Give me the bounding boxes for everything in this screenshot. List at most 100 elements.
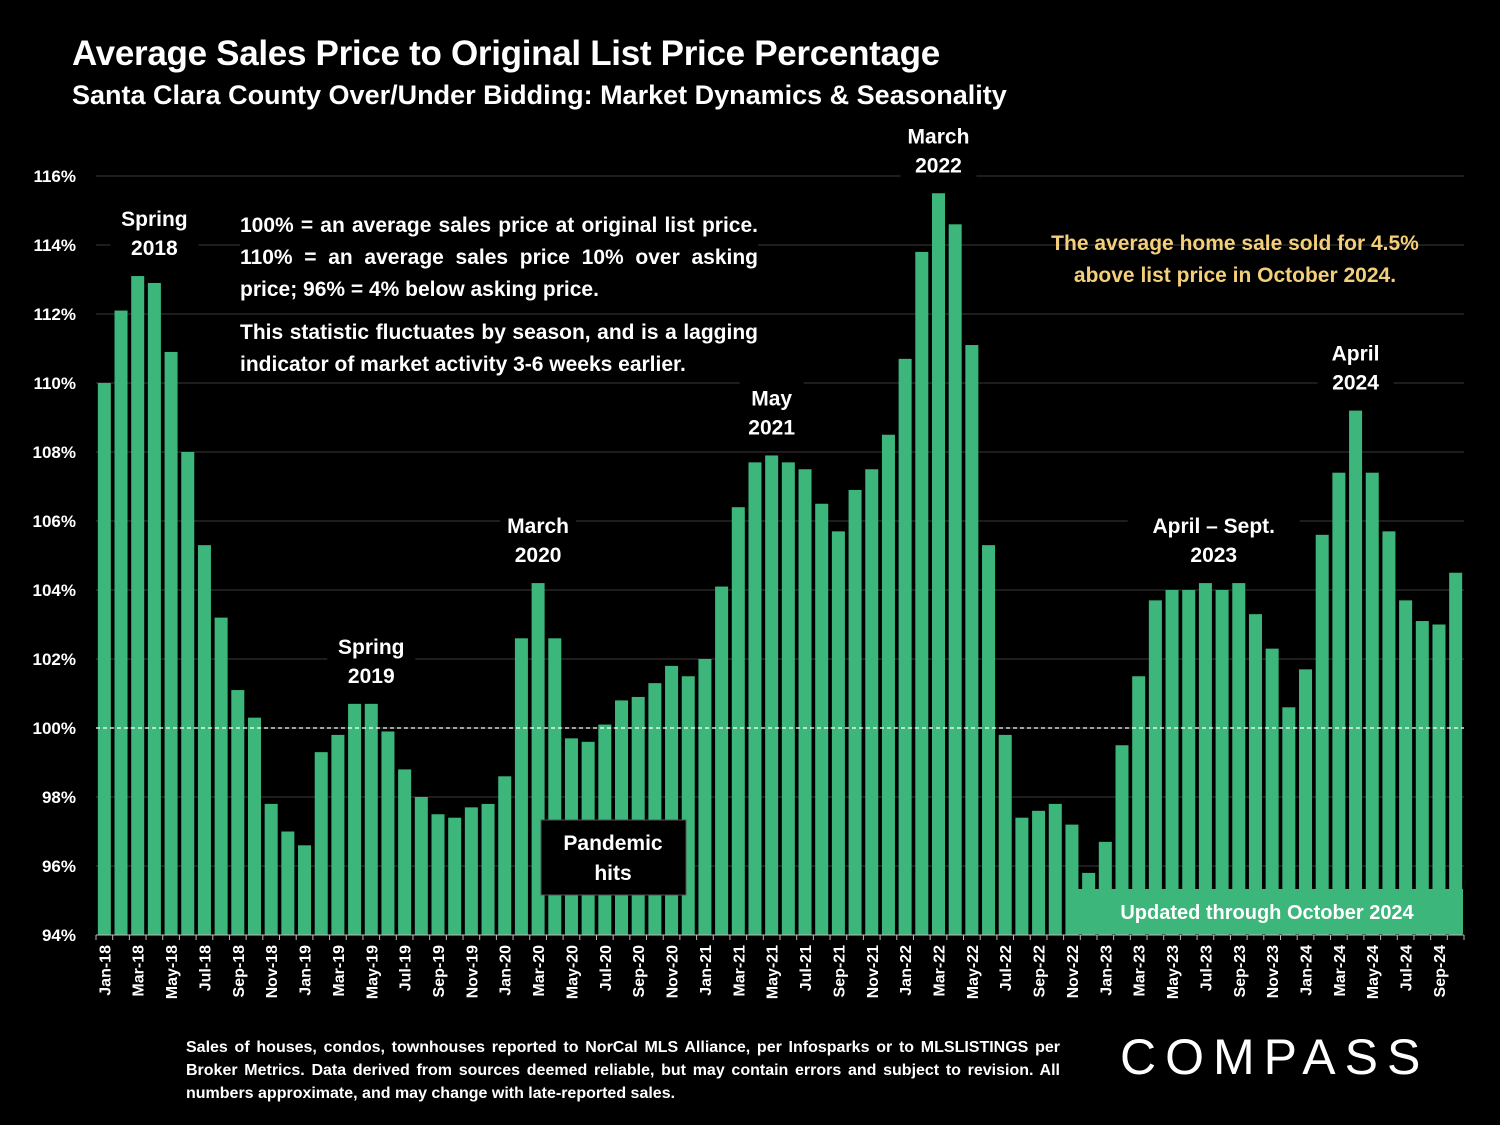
x-tick-label: Jan-23 [1098, 945, 1115, 996]
bar-apr-18 [147, 282, 161, 935]
bar-sep-21 [831, 531, 845, 935]
x-tick-label: Nov-23 [1265, 945, 1282, 998]
x-tick-label: May-19 [364, 945, 381, 999]
x-tick-label: Nov-21 [865, 945, 882, 998]
annotation-label: May [751, 387, 792, 410]
bar-dec-20 [681, 676, 695, 935]
bar-aug-21 [815, 503, 829, 935]
annotation-label: 2022 [915, 154, 962, 177]
bar-mar-18 [131, 276, 145, 935]
y-tick-label: 108% [33, 443, 76, 462]
x-tick-label: May-18 [164, 945, 181, 999]
bar-feb-24 [1315, 534, 1329, 935]
bar-jun-23 [1182, 590, 1196, 935]
bar-jul-24 [1399, 600, 1413, 935]
x-tick-label: Jan-20 [498, 945, 515, 996]
october-callout: The average home sale sold for 4.5% abov… [1010, 228, 1460, 292]
y-tick-label: 114% [33, 236, 76, 255]
y-tick-label: 100% [33, 719, 76, 738]
x-tick-label: May-22 [965, 945, 982, 999]
x-tick-label: Jul-18 [197, 945, 214, 991]
x-tick-label: May-20 [564, 945, 581, 999]
bar-oct-19 [448, 817, 462, 935]
bar-apr-22 [948, 224, 962, 936]
annotation-background [900, 119, 977, 180]
bar-feb-18 [114, 310, 128, 935]
seasonality-note: This statistic fluctuates by season, and… [240, 317, 758, 381]
bar-may-18 [164, 351, 178, 935]
bar-aug-20 [615, 700, 629, 935]
x-tick-label: Mar-23 [1132, 945, 1149, 997]
x-tick-label: Jul-21 [798, 945, 815, 991]
x-tick-label: Sep-18 [231, 945, 248, 998]
bar-jul-19 [398, 769, 412, 935]
annotation-label: April [1332, 343, 1380, 366]
annotation-background [1127, 509, 1300, 570]
annotation-background [327, 629, 416, 690]
bar-jan-20 [498, 776, 512, 935]
bar-sep-24 [1432, 624, 1446, 935]
x-tick-label: Nov-20 [665, 945, 682, 998]
y-tick-label: 110% [33, 374, 76, 393]
x-tick-label: Mar-21 [731, 945, 748, 997]
pandemic-label-line: hits [594, 862, 631, 885]
y-tick-label: 104% [33, 581, 76, 600]
bar-dec-18 [281, 831, 295, 935]
bar-may-21 [765, 455, 779, 935]
callout-line-1: The average home sale sold for 4.5% [1051, 232, 1419, 255]
bar-apr-19 [348, 703, 362, 935]
bar-may-23 [1165, 590, 1179, 935]
y-tick-label: 98% [42, 788, 76, 807]
bar-feb-22 [915, 251, 929, 935]
bar-mar-23 [1132, 676, 1146, 935]
annotation-label: 2023 [1190, 544, 1237, 567]
y-tick-label: 96% [42, 857, 76, 876]
bar-sep-23 [1232, 583, 1246, 935]
annotation-background [500, 509, 577, 570]
bar-oct-21 [848, 489, 862, 935]
bar-jan-18 [97, 383, 111, 935]
x-tick-label: Sep-23 [1232, 945, 1249, 998]
bar-aug-23 [1215, 590, 1229, 935]
source-footnote: Sales of houses, condos, townhouses repo… [186, 1039, 1060, 1102]
x-tick-label: Jan-24 [1299, 945, 1316, 996]
compass-logo: COMPASS [1120, 1029, 1430, 1085]
bar-feb-19 [314, 752, 328, 935]
x-tick-label: Mar-18 [131, 945, 148, 997]
bar-jul-18 [197, 545, 211, 935]
bar-sep-19 [431, 814, 445, 935]
x-tick-label: Sep-24 [1432, 945, 1449, 998]
bar-sep-20 [631, 696, 645, 935]
x-tick-label: Sep-20 [631, 945, 648, 998]
bar-jul-23 [1198, 583, 1212, 935]
x-tick-label: Nov-22 [1065, 945, 1082, 998]
bar-apr-23 [1148, 600, 1162, 935]
y-tick-label: 102% [33, 650, 76, 669]
bar-sep-22 [1032, 810, 1046, 935]
bar-mar-24 [1332, 472, 1346, 935]
bar-aug-18 [214, 617, 228, 935]
x-tick-label: Jul-20 [598, 945, 615, 991]
annotation-label: Spring [338, 636, 405, 659]
annotation-label: 2021 [748, 416, 795, 439]
annotation-background [110, 202, 199, 263]
bar-sep-18 [231, 690, 245, 935]
bar-dec-23 [1282, 707, 1296, 935]
x-tick-label: Jul-22 [998, 945, 1015, 991]
bar-oct-18 [247, 717, 261, 935]
bar-apr-24 [1349, 410, 1363, 936]
bar-jan-22 [898, 358, 912, 936]
bar-nov-18 [264, 803, 278, 935]
updated-banner [1070, 889, 1463, 934]
bar-nov-19 [464, 807, 478, 935]
bar-nov-23 [1265, 648, 1279, 935]
x-tick-label: May-21 [765, 945, 782, 999]
bar-mar-21 [731, 507, 745, 935]
bar-feb-20 [514, 638, 528, 935]
bar-dec-19 [481, 803, 495, 935]
x-tick-label: May-23 [1165, 945, 1182, 999]
annotation-label: 2024 [1332, 372, 1379, 395]
bar-aug-22 [1015, 817, 1029, 935]
bar-feb-23 [1115, 745, 1129, 935]
